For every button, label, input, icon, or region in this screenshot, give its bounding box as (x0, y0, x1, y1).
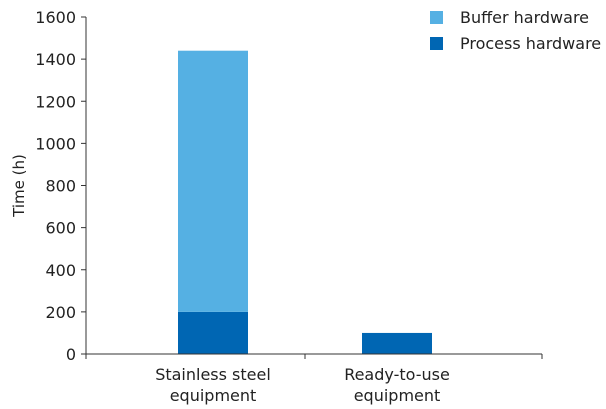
x-category-label: Ready-to-use equipment (344, 365, 450, 405)
y-axis-title: Time (h) (10, 154, 28, 218)
legend: Buffer hardware Process hardware (430, 8, 601, 53)
y-tick-label: 1000 (35, 134, 76, 153)
legend-swatch (430, 11, 443, 24)
bar-process-hardware-1 (178, 311, 248, 354)
y-tick-label: 200 (45, 303, 76, 322)
y-tick-label: 1400 (35, 50, 76, 69)
bar-process-hardware-2 (362, 332, 432, 354)
y-tick-label: 600 (45, 219, 76, 238)
y-tick-label: 1200 (35, 92, 76, 111)
y-tick-label: 400 (45, 261, 76, 280)
y-tick-label: 800 (45, 177, 76, 196)
y-tick-label: 0 (66, 345, 76, 364)
legend-label: Buffer hardware (460, 8, 589, 27)
bar-buffer-hardware-1 (178, 50, 248, 312)
axes-layer (81, 16, 543, 359)
legend-label: Process hardware (460, 34, 601, 53)
y-tick-label: 1600 (35, 8, 76, 27)
labels-layer: 0 200 400 600 800 1000 1200 1400 1600 Time (h) Sta… (10, 8, 450, 405)
legend-swatch (430, 37, 443, 50)
x-category-label: Stainless steel equipment (155, 365, 271, 405)
bars-layer (178, 50, 432, 354)
